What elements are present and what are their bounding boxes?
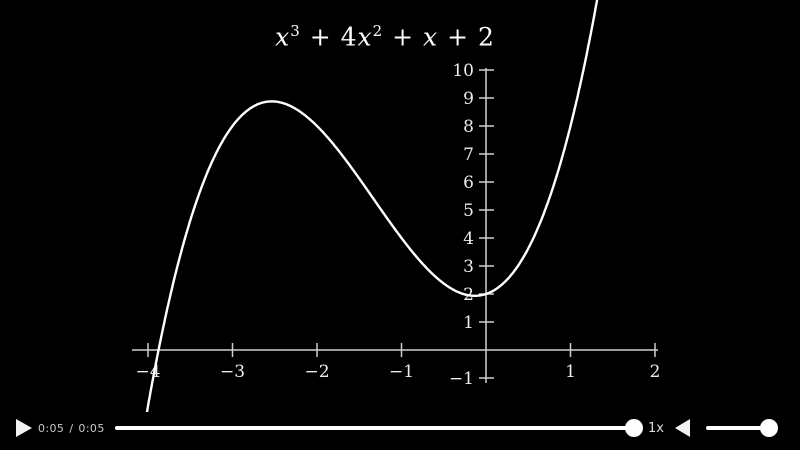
playback-controls: 0:05 / 0:05 1x bbox=[0, 410, 800, 446]
volume-track bbox=[706, 426, 775, 430]
y-tick-label: −1 bbox=[449, 369, 474, 389]
x-tick-label: 1 bbox=[565, 362, 576, 382]
y-tick-label: 10 bbox=[452, 61, 474, 81]
y-tick-label: 3 bbox=[463, 257, 474, 277]
progress-track bbox=[115, 426, 642, 430]
volume-icon[interactable] bbox=[674, 419, 690, 437]
y-tick-label: 6 bbox=[463, 173, 474, 193]
x-tick-label: −3 bbox=[220, 362, 245, 382]
graph-title: x3 + 4x2 + x + 2 bbox=[275, 22, 495, 52]
y-tick-label: 4 bbox=[463, 229, 474, 249]
time-separator: / bbox=[69, 421, 74, 435]
progress-bar[interactable] bbox=[115, 410, 644, 446]
progress-handle[interactable] bbox=[625, 419, 644, 437]
speed-label[interactable]: 1x bbox=[648, 420, 664, 436]
y-tick-label: 9 bbox=[463, 89, 474, 109]
time-display: 0:05 / 0:05 bbox=[38, 410, 105, 446]
progress-fill bbox=[115, 426, 635, 430]
x-tick-label: −1 bbox=[389, 362, 414, 382]
current-time: 0:05 bbox=[38, 421, 65, 435]
play-icon bbox=[16, 419, 32, 437]
x-tick-label: 2 bbox=[650, 362, 661, 382]
play-button[interactable] bbox=[16, 419, 32, 437]
y-tick-label: 5 bbox=[463, 201, 474, 221]
duration: 0:05 bbox=[78, 421, 105, 435]
y-tick-label: 8 bbox=[463, 117, 474, 137]
x-tick-label: −2 bbox=[304, 362, 329, 382]
y-tick-label: 1 bbox=[463, 313, 474, 333]
speaker-icon bbox=[675, 419, 690, 437]
function-curve bbox=[145, 0, 599, 412]
volume-handle[interactable] bbox=[759, 419, 778, 437]
y-tick-label: 7 bbox=[463, 145, 474, 165]
volume-slider[interactable] bbox=[706, 410, 778, 446]
volume-fill bbox=[706, 426, 769, 430]
